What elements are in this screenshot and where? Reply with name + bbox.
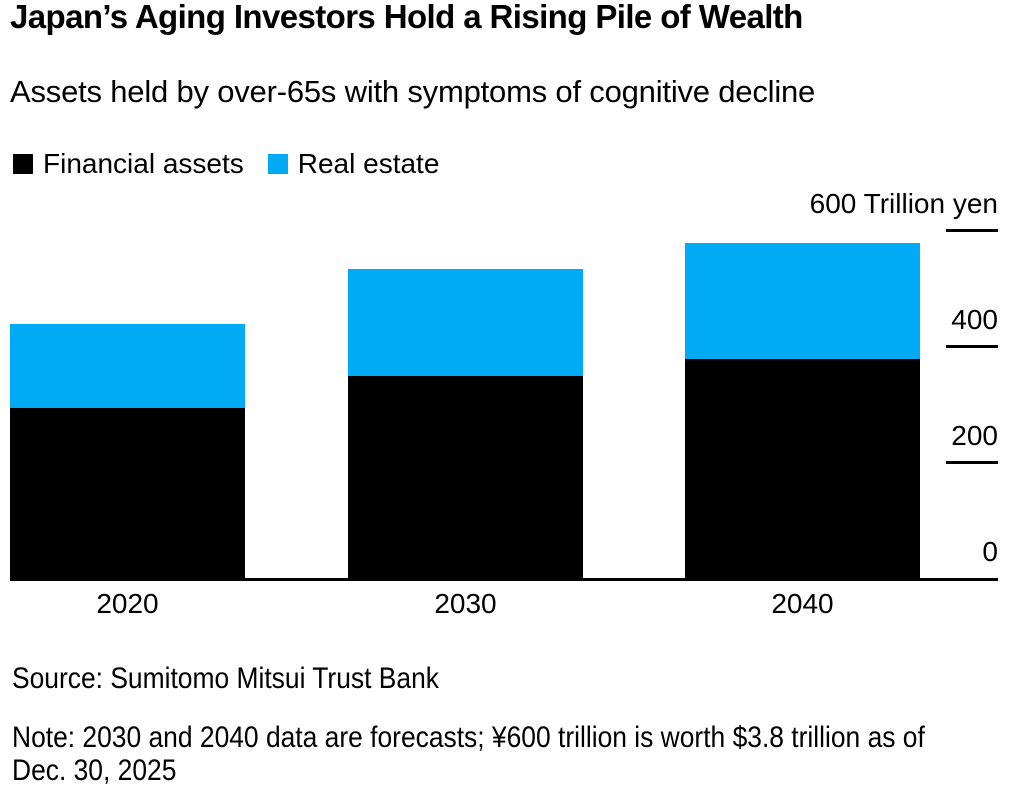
- legend-item-real-estate: Real estate: [267, 148, 440, 180]
- x-axis-label-2040: 2040: [771, 588, 834, 619]
- bar-2040-financial-assets: [685, 358, 920, 579]
- financial-assets-swatch-icon: [13, 154, 33, 174]
- y-axis-tick-400: [946, 344, 998, 348]
- bar-2020-financial-assets: [10, 407, 245, 579]
- x-axis-line: [10, 578, 998, 581]
- real-estate-swatch-icon: [267, 154, 288, 174]
- x-axis-label-2020: 2020: [96, 588, 159, 619]
- y-axis-tick-200: [946, 460, 998, 464]
- note-line-1: Note: 2030 and 2040 data are forecasts; …: [12, 721, 925, 754]
- y-axis-label-0: 0: [982, 536, 998, 567]
- y-axis-label-600: 600 Trillion yen: [809, 188, 998, 219]
- legend-label-financial-assets: Financial assets: [43, 148, 244, 179]
- y-axis-tick-600: [946, 228, 998, 232]
- bar-2020-real-estate: [10, 323, 245, 408]
- source-text: Source: Sumitomo Mitsui Trust Bank: [12, 662, 439, 695]
- note-line-2: Dec. 30, 2025: [12, 754, 177, 787]
- bar-2030-real-estate: [348, 268, 583, 376]
- note-text: Note: 2030 and 2040 data are forecasts; …: [12, 721, 925, 787]
- y-axis-label-400: 400: [951, 304, 998, 335]
- x-axis-label-2030: 2030: [434, 588, 497, 619]
- legend-label-real-estate: Real estate: [297, 148, 440, 179]
- y-axis-label-200: 200: [951, 420, 998, 451]
- chart-subtitle: Assets held by over-65s with symptoms of…: [10, 74, 816, 109]
- bar-2030-financial-assets: [348, 376, 583, 579]
- bar-2040-real-estate: [685, 242, 920, 359]
- legend: Financial assets Real estate: [13, 148, 439, 180]
- legend-item-financial-assets: Financial assets: [13, 148, 244, 180]
- chart-title: Japan’s Aging Investors Hold a Rising Pi…: [10, 0, 803, 35]
